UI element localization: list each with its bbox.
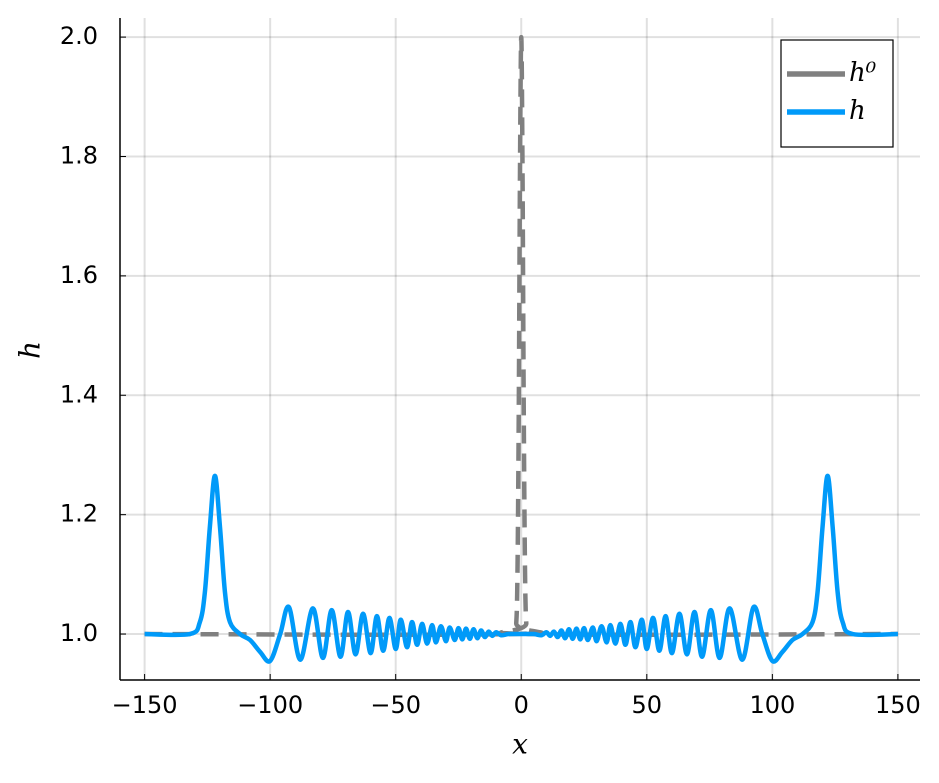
x-tick-label: −100 [237,691,303,719]
legend-label: h⁰ [849,58,877,88]
y-tick-label: 1.8 [60,141,98,169]
x-tick-label: 150 [875,691,921,719]
y-tick-label: 1.2 [60,500,98,528]
legend: h⁰ h [780,39,894,148]
x-tick-label: −50 [370,691,421,719]
series-line [144,473,898,664]
x-tick-label: 50 [632,691,663,719]
legend-box [780,39,894,148]
x-tick-label: −150 [112,691,178,719]
y-tick-label: 1.0 [60,619,98,647]
y-axis-title: h [14,341,47,359]
x-axis-title: x [512,728,528,761]
y-tick-label: 2.0 [60,22,98,50]
series-line [144,34,898,638]
x-tick-label: 100 [749,691,795,719]
legend-label: h [849,96,866,126]
plot-area [144,34,898,664]
y-tick-label: 1.4 [60,380,98,408]
x-tick-label: 0 [514,691,529,719]
y-tick-label: 1.6 [60,261,98,289]
